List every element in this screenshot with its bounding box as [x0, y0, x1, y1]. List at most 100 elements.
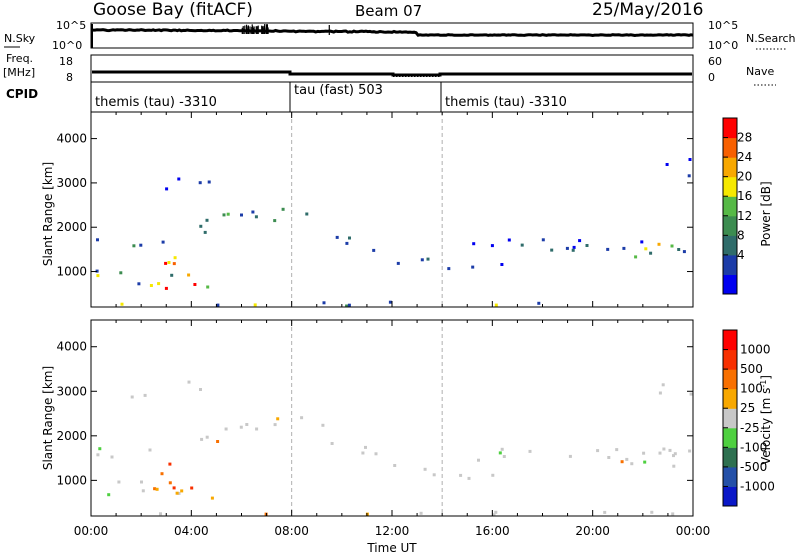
echo-cell [426, 257, 430, 261]
y-tick-label: 2000 [56, 220, 87, 234]
echo-cell [168, 462, 172, 466]
echo-cell [571, 248, 575, 252]
freq-tick-top: 18 [59, 55, 73, 68]
echo-cell [251, 210, 255, 214]
echo-cell [541, 238, 545, 242]
y-tick-label: 2000 [56, 429, 87, 443]
echo-cell [276, 417, 280, 421]
echo-cell [141, 489, 145, 493]
echo-cell [688, 158, 692, 161]
power-gridlines [90, 112, 694, 307]
echo-cell [177, 177, 181, 181]
velocity-colorbar-label-close: ] [759, 375, 773, 380]
echo-cell [226, 212, 230, 216]
echo-cell [253, 303, 257, 307]
echo-cell [491, 473, 495, 477]
y-tick-label: 1000 [56, 265, 87, 279]
power-colorbar: 28 24 20 16 12 8 4 [722, 117, 752, 295]
echo-cell [149, 284, 153, 287]
echo-cell [140, 480, 143, 484]
colorbar-frame [722, 329, 738, 507]
nave-label: Nave [746, 65, 774, 78]
echo-cell [661, 383, 665, 387]
echo-cell [347, 303, 351, 307]
echo-cell [668, 448, 672, 452]
colorbar-swatch [723, 486, 737, 507]
echo-cell [500, 263, 504, 266]
colorbar-swatch [723, 330, 737, 351]
colorbar-tick-label: 100 [740, 382, 763, 396]
velocity-colorbar-label: Velocity [m s-1] [759, 375, 773, 465]
echo-cell [199, 224, 203, 228]
echo-cell [620, 460, 624, 464]
echo-cell [216, 303, 220, 307]
echo-cell [160, 472, 164, 476]
echo-cell [550, 248, 554, 252]
echo-cell [164, 286, 168, 290]
echo-cell [565, 246, 569, 250]
velocity-colorbar-label-text: Velocity [m s [759, 388, 773, 465]
colorbar-swatch [723, 427, 737, 448]
noise-right-tick-bottom: 10^0 [708, 39, 738, 52]
colorbar-tick-label: -1000 [740, 479, 775, 493]
echo-cell [670, 244, 674, 248]
echo-cell [119, 271, 123, 275]
echo-cell [172, 486, 176, 490]
echo-cell [187, 273, 191, 277]
echo-cell [500, 447, 504, 451]
colorbar-tick-label: -25 [740, 421, 760, 435]
velocity-panel: 1000 2000 3000 4000 Slant Range [km] 1000 50… [41, 319, 775, 554]
y-tick-label: 3000 [56, 384, 87, 398]
echo-cell [164, 261, 168, 265]
echo-cell [568, 454, 572, 458]
colorbar-tick-label: 500 [740, 362, 763, 376]
echo-cell [96, 274, 100, 278]
colorbar-swatch [723, 176, 737, 197]
echo-cell [200, 437, 204, 441]
echo-cell [689, 392, 693, 396]
cpid-strip: CPID themis (tau) -3310 tau (fast) 503 t… [6, 82, 694, 112]
colorbar-tick-label: 24 [737, 150, 752, 164]
x-tick-label: 00:00 [676, 524, 711, 538]
echo-cell [187, 380, 191, 384]
echo-cell [658, 391, 662, 395]
echo-cell [165, 187, 169, 191]
echo-cell [494, 303, 498, 307]
echo-cell [502, 455, 506, 458]
echo-cell [537, 301, 541, 305]
echo-cell [520, 243, 524, 247]
echo-cell [110, 455, 114, 459]
echo-cell [494, 510, 498, 514]
colorbar-swatch [723, 157, 737, 178]
echo-cell [273, 423, 277, 427]
date-title: 25/May/2016 [592, 0, 704, 20]
velocity-xlabel: Time UT [366, 541, 417, 554]
colorbar-swatch [723, 388, 737, 409]
y-tick-label: 1000 [56, 473, 87, 487]
echo-cell [120, 302, 124, 306]
echo-cell [203, 230, 207, 234]
echo-cell [96, 453, 100, 457]
echo-cell [222, 213, 226, 217]
echo-cell [528, 449, 532, 453]
echo-cell [206, 285, 210, 289]
echo-cell [148, 448, 152, 452]
echo-cell [130, 395, 134, 399]
velocity-gridlines [90, 320, 694, 516]
echo-cell [170, 273, 174, 277]
echo-cell [432, 473, 436, 477]
echo-cell [372, 248, 376, 252]
echo-cell [658, 451, 662, 455]
echo-cell [585, 244, 589, 247]
echo-cell [198, 181, 202, 185]
colorbar-tick-label: 8 [737, 228, 745, 242]
echo-cell [155, 487, 159, 491]
echo-cell [330, 442, 334, 445]
echo-cell [173, 256, 177, 260]
echo-cell [572, 245, 576, 249]
echo-cell [507, 238, 511, 242]
echo-cell [157, 282, 161, 286]
echo-cell [644, 247, 648, 251]
y-tick-label: 4000 [56, 340, 87, 354]
